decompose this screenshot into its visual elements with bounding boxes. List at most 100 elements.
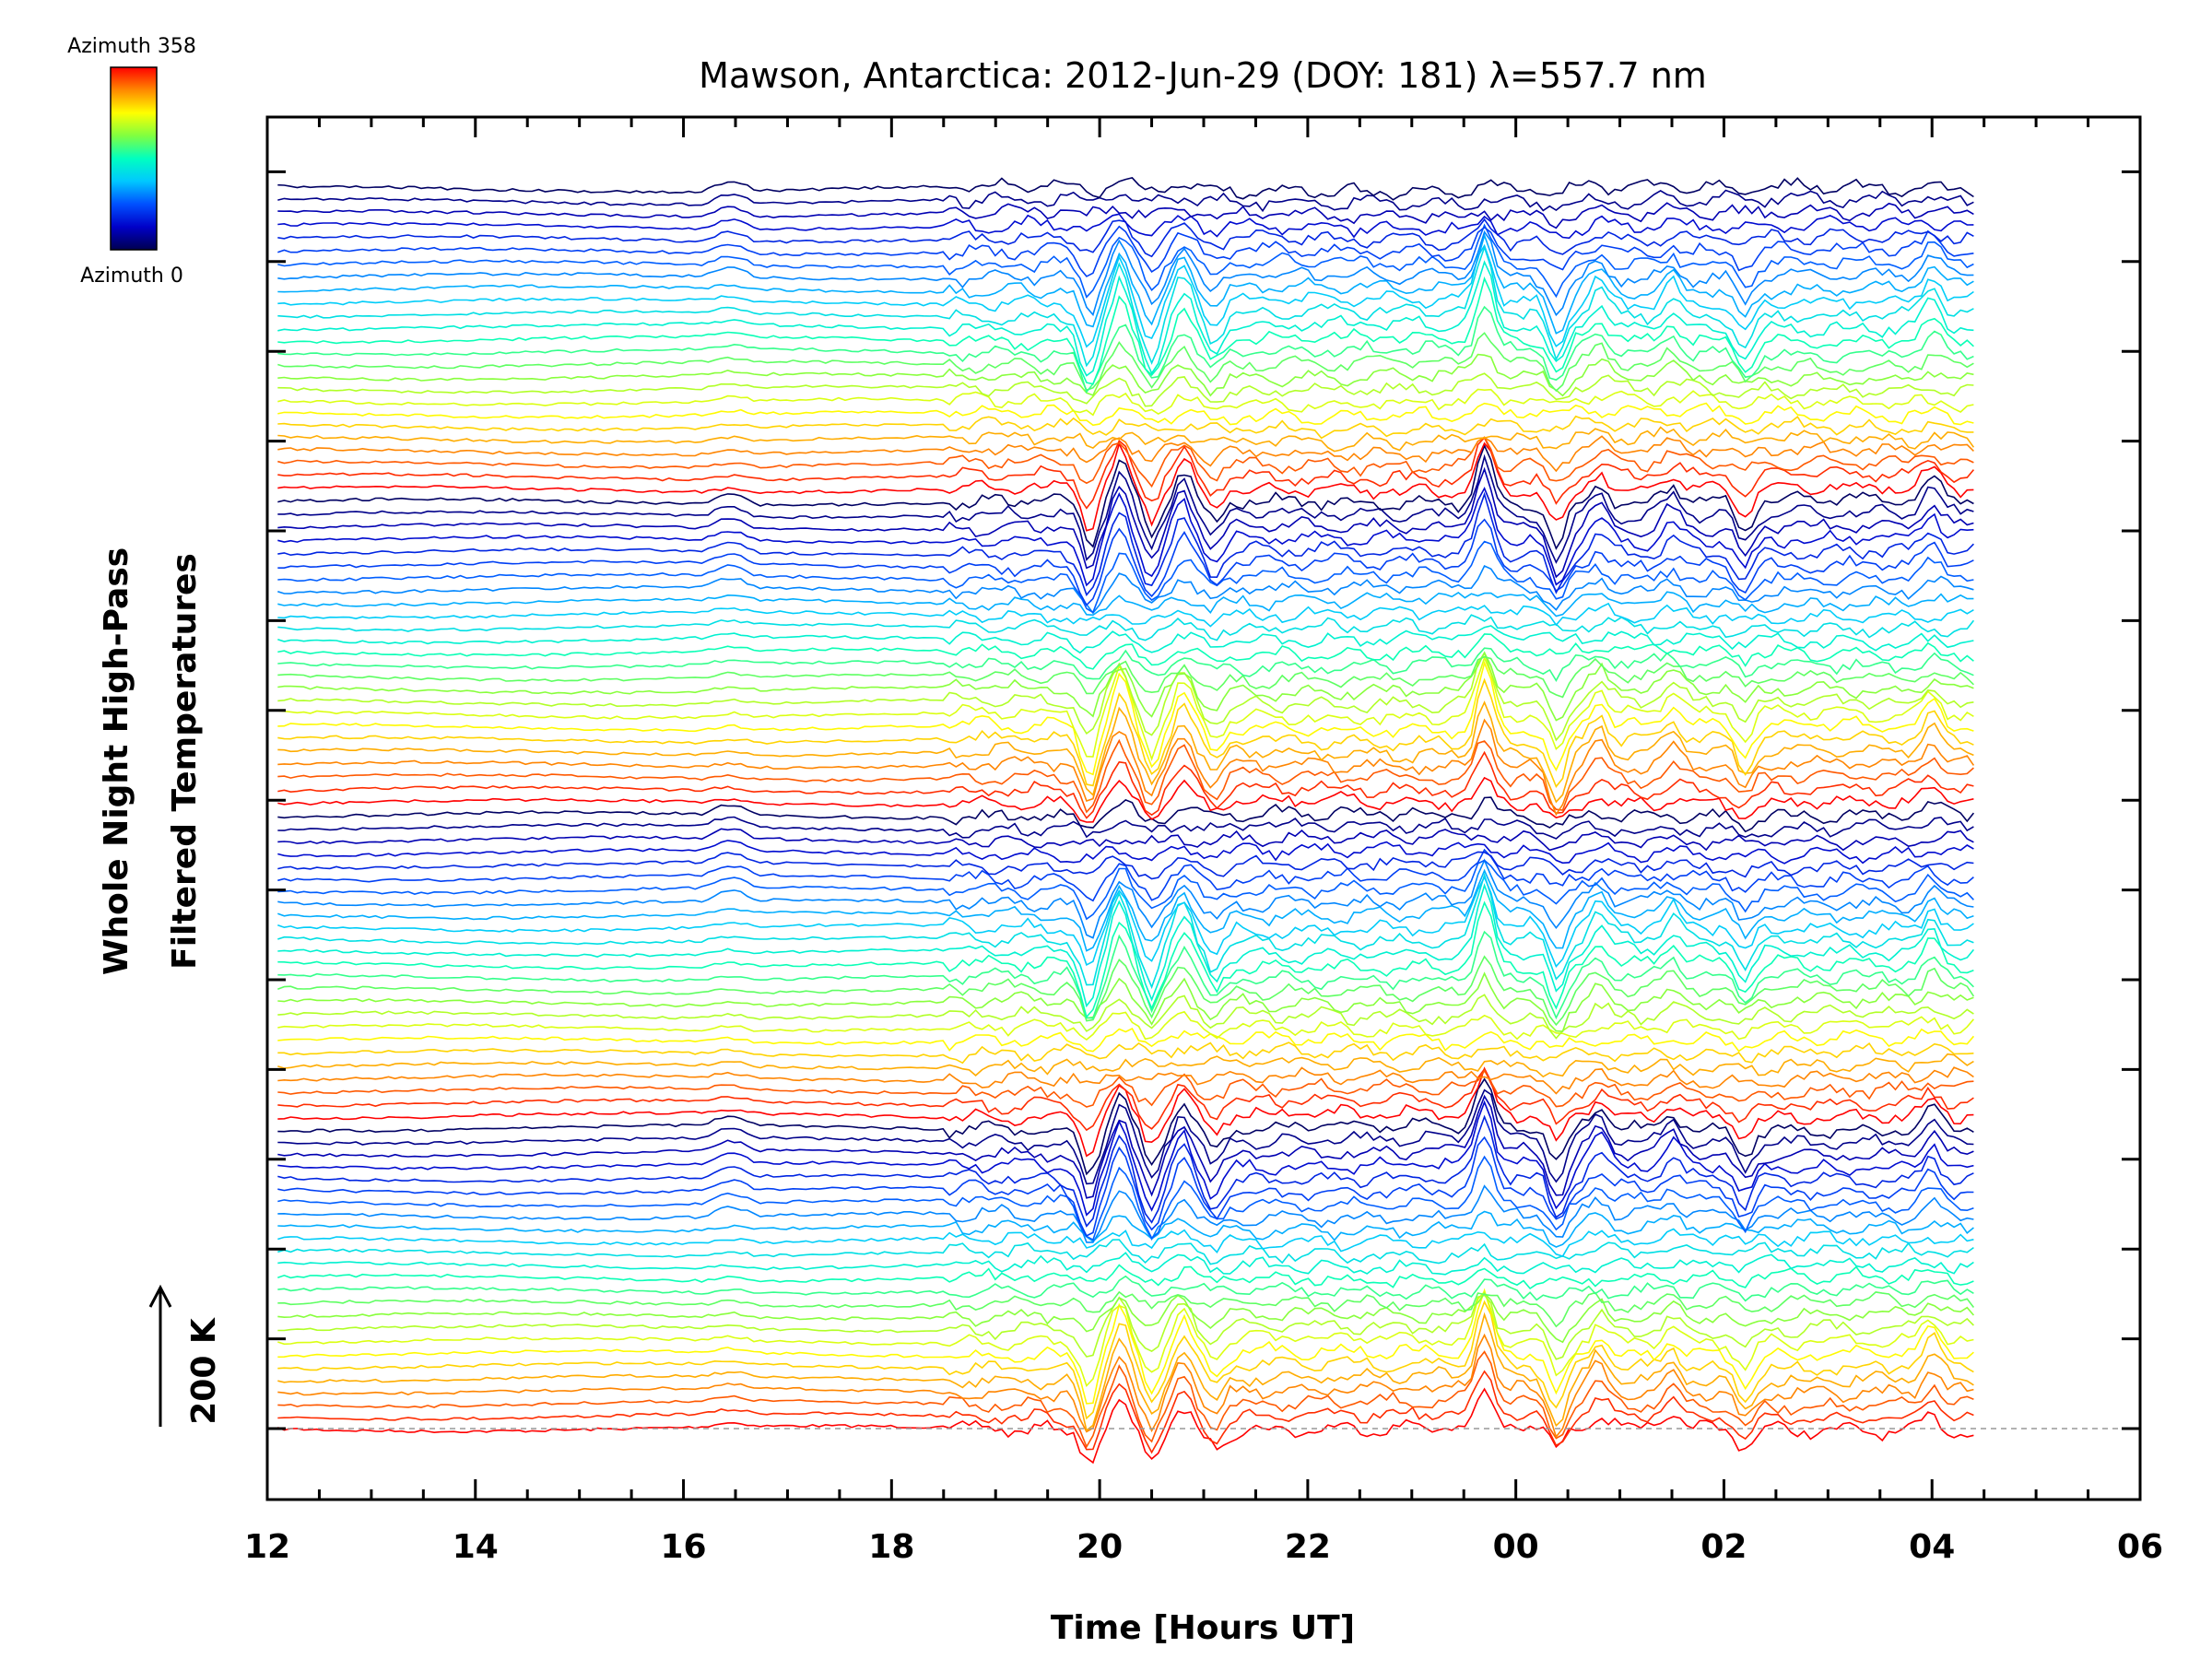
azimuth-trace [277,776,1974,823]
y-axis-ticks [267,170,2140,1430]
azimuth-trace [277,436,1975,510]
azimuth-trace [277,872,1974,990]
azimuth-trace [277,1294,1974,1360]
azimuth-trace [277,1350,1974,1449]
azimuth-trace [277,651,1974,722]
azimuth-trace [277,260,1974,377]
azimuth-trace [277,415,1974,440]
azimuth-trace [277,487,1974,587]
azimuth-trace [277,1066,1974,1095]
colorbar: Azimuth 358 Azimuth 0 [67,35,196,288]
azimuth-trace [277,353,1974,397]
azimuth-trace [277,1077,1974,1176]
azimuth-trace [277,651,1974,742]
azimuth-trace [277,276,1974,385]
x-tick-label: 14 [453,1528,499,1566]
azimuth-trace [277,1370,1974,1454]
azimuth-trace [277,441,1974,532]
colorbar-gradient [110,66,158,251]
azimuth-trace [277,177,1974,201]
azimuth-trace [277,213,1974,240]
x-tick-label: 06 [2117,1528,2163,1566]
azimuth-trace [277,700,1974,804]
azimuth-trace [277,1135,1974,1237]
azimuth-trace [277,426,1975,453]
azimuth-trace [277,202,1974,229]
azimuth-trace [277,1053,1974,1078]
azimuth-trace [277,466,1974,579]
chart-title: Mawson, Antarctica: 2012-Jun-29 (DOY: 18… [699,55,1707,96]
x-tick-label: 00 [1493,1528,1539,1566]
azimuth-trace [277,591,1974,618]
x-tick-label: 18 [868,1528,914,1566]
azimuth-trace [277,1088,1974,1185]
scale-label: 200 K [185,1317,223,1425]
scale-arrow [148,1284,172,1427]
x-axis-ticks [265,117,2142,1500]
azimuth-trace [277,625,1974,654]
azimuth-trace [277,435,1974,473]
x-axis-label: Time [Hours UT] [1051,1609,1355,1647]
azimuth-trace [277,1069,1974,1108]
azimuth-trace [277,858,1974,939]
y-axis-label-line2: Filtered Temperatures [166,553,204,970]
azimuth-trace [277,955,1975,1027]
azimuth-trace [277,402,1974,427]
x-tick-label: 22 [1285,1528,1331,1566]
x-tick-label: 12 [244,1528,290,1566]
azimuth-trace [277,1333,1974,1439]
azimuth-trace [277,1100,1974,1217]
azimuth-trace [277,540,1974,614]
azimuth-trace [277,1094,1974,1199]
azimuth-trace [277,564,1974,615]
azimuth-trace [277,436,1974,488]
azimuth-trace [277,655,1974,699]
x-tick-label: 02 [1700,1528,1747,1566]
azimuth-trace [277,718,1975,817]
azimuth-trace [277,1300,1974,1420]
azimuth-trace [277,633,1974,670]
azimuth-trace [277,840,1974,865]
azimuth-trace [276,1387,1974,1465]
azimuth-trace [277,647,1974,683]
azimuth-trace [277,1239,1974,1265]
azimuth-trace [277,1228,1974,1257]
azimuth-trace [277,1010,1975,1041]
azimuth-trace [277,660,1974,776]
azimuth-trace [277,851,1974,880]
azimuth-trace [277,1264,1974,1290]
azimuth-trace [277,232,1974,335]
x-tick-label: 04 [1909,1528,1955,1566]
azimuth-trace [277,1066,1974,1158]
x-tick-label: 16 [661,1528,707,1566]
azimuth-trace [277,677,1974,788]
azimuth-trace [277,229,1974,317]
azimuth-trace [277,868,1974,952]
azimuth-trace [277,189,1974,213]
azimuth-trace [277,223,1974,299]
x-tick-label: 20 [1077,1528,1123,1566]
azimuth-trace [277,244,1974,368]
azimuth-trace [277,1210,1974,1248]
azimuth-trace [277,859,1974,921]
azimuth-trace [277,1041,1974,1065]
azimuth-trace [277,883,1975,1008]
azimuth-trace [277,828,1974,852]
azimuth-trace [277,930,1974,1020]
azimuth-trace [277,1275,1974,1302]
azimuth-trace [277,518,1974,606]
azimuth-trace [277,875,1974,968]
azimuth-trace [277,1288,1974,1405]
azimuth-trace [277,491,1974,596]
azimuth-trace [277,971,1974,1032]
azimuth-trace [277,1155,1974,1241]
azimuth-trace [277,602,1974,628]
azimuth-trace [277,372,1974,407]
azimuth-trace [277,1252,1974,1276]
azimuth-trace [277,443,1974,550]
y-axis-label-line1: Whole Night High-Pass [98,547,135,975]
azimuth-trace [277,1290,1975,1328]
azimuth-trace [277,1027,1975,1053]
azimuth-trace [277,1184,1974,1243]
